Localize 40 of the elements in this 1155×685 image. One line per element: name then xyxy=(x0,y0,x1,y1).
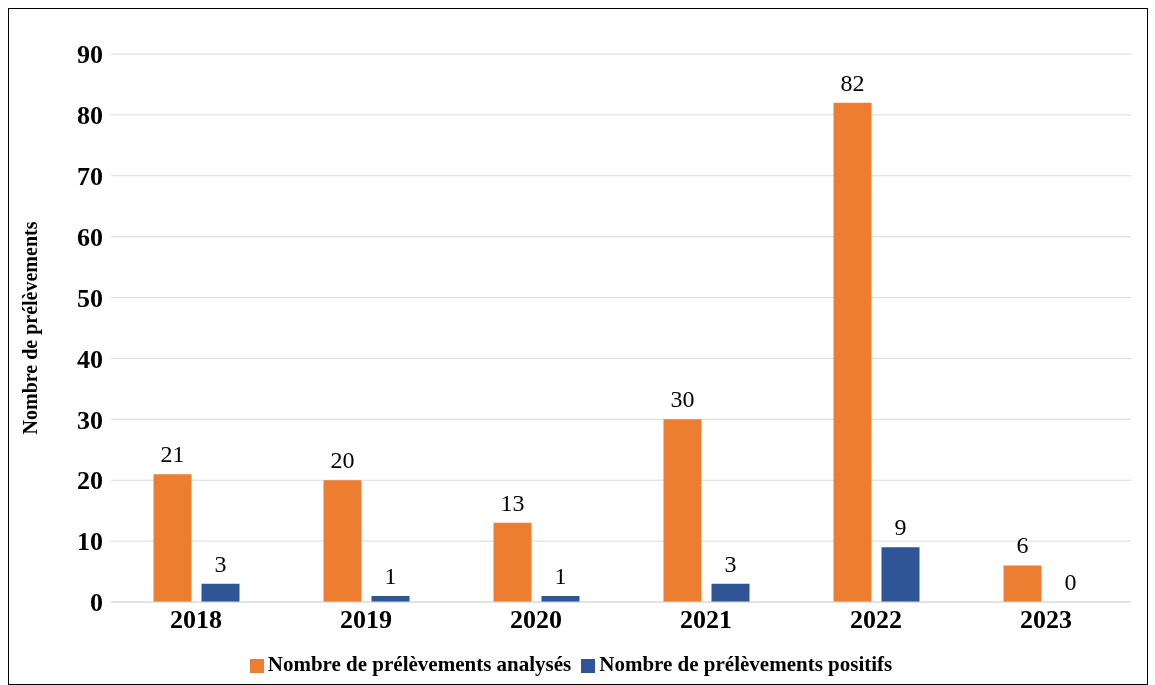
data-label: 9 xyxy=(894,514,907,541)
bar xyxy=(493,522,532,602)
data-label: 30 xyxy=(670,386,695,413)
y-axis-title: Nombre de prélèvements xyxy=(19,221,43,435)
data-label: 20 xyxy=(330,447,355,474)
y-tick-label: 70 xyxy=(77,162,103,192)
data-label: 3 xyxy=(724,550,737,577)
data-label: 13 xyxy=(500,489,525,516)
bar xyxy=(663,419,702,602)
y-tick-label: 30 xyxy=(77,405,103,435)
y-tick-label: 80 xyxy=(77,101,103,131)
data-label: 82 xyxy=(840,69,865,96)
data-label: 1 xyxy=(384,562,397,589)
bar xyxy=(1003,565,1042,602)
y-tick-label: 50 xyxy=(77,283,103,313)
y-tick-label: 90 xyxy=(77,40,103,70)
bar xyxy=(201,583,240,602)
y-tick-label: 10 xyxy=(77,527,103,557)
data-label: 1 xyxy=(554,562,567,589)
bar xyxy=(711,583,750,602)
x-tick-label: 2022 xyxy=(850,605,902,635)
y-tick-label: 60 xyxy=(77,222,103,252)
data-label: 0 xyxy=(1064,568,1077,595)
bar xyxy=(833,102,872,602)
bar xyxy=(881,547,920,602)
x-tick-label: 2018 xyxy=(170,605,222,635)
y-tick-label: 20 xyxy=(77,466,103,496)
y-tick-label: 40 xyxy=(77,344,103,374)
bar xyxy=(323,480,362,602)
x-tick-label: 2020 xyxy=(510,605,562,635)
bar xyxy=(153,474,192,602)
legend-label: Nombre de prélèvements positifs xyxy=(599,652,893,676)
data-label: 6 xyxy=(1016,532,1029,559)
y-tick-label: 0 xyxy=(90,588,103,618)
x-tick-label: 2021 xyxy=(680,605,732,635)
data-label: 21 xyxy=(160,441,185,468)
x-tick-label: 2019 xyxy=(340,605,392,635)
x-tick-label: 2023 xyxy=(1020,605,1072,635)
data-label: 3 xyxy=(214,550,227,577)
legend-label: Nombre de prélèvements analysés xyxy=(267,652,572,676)
